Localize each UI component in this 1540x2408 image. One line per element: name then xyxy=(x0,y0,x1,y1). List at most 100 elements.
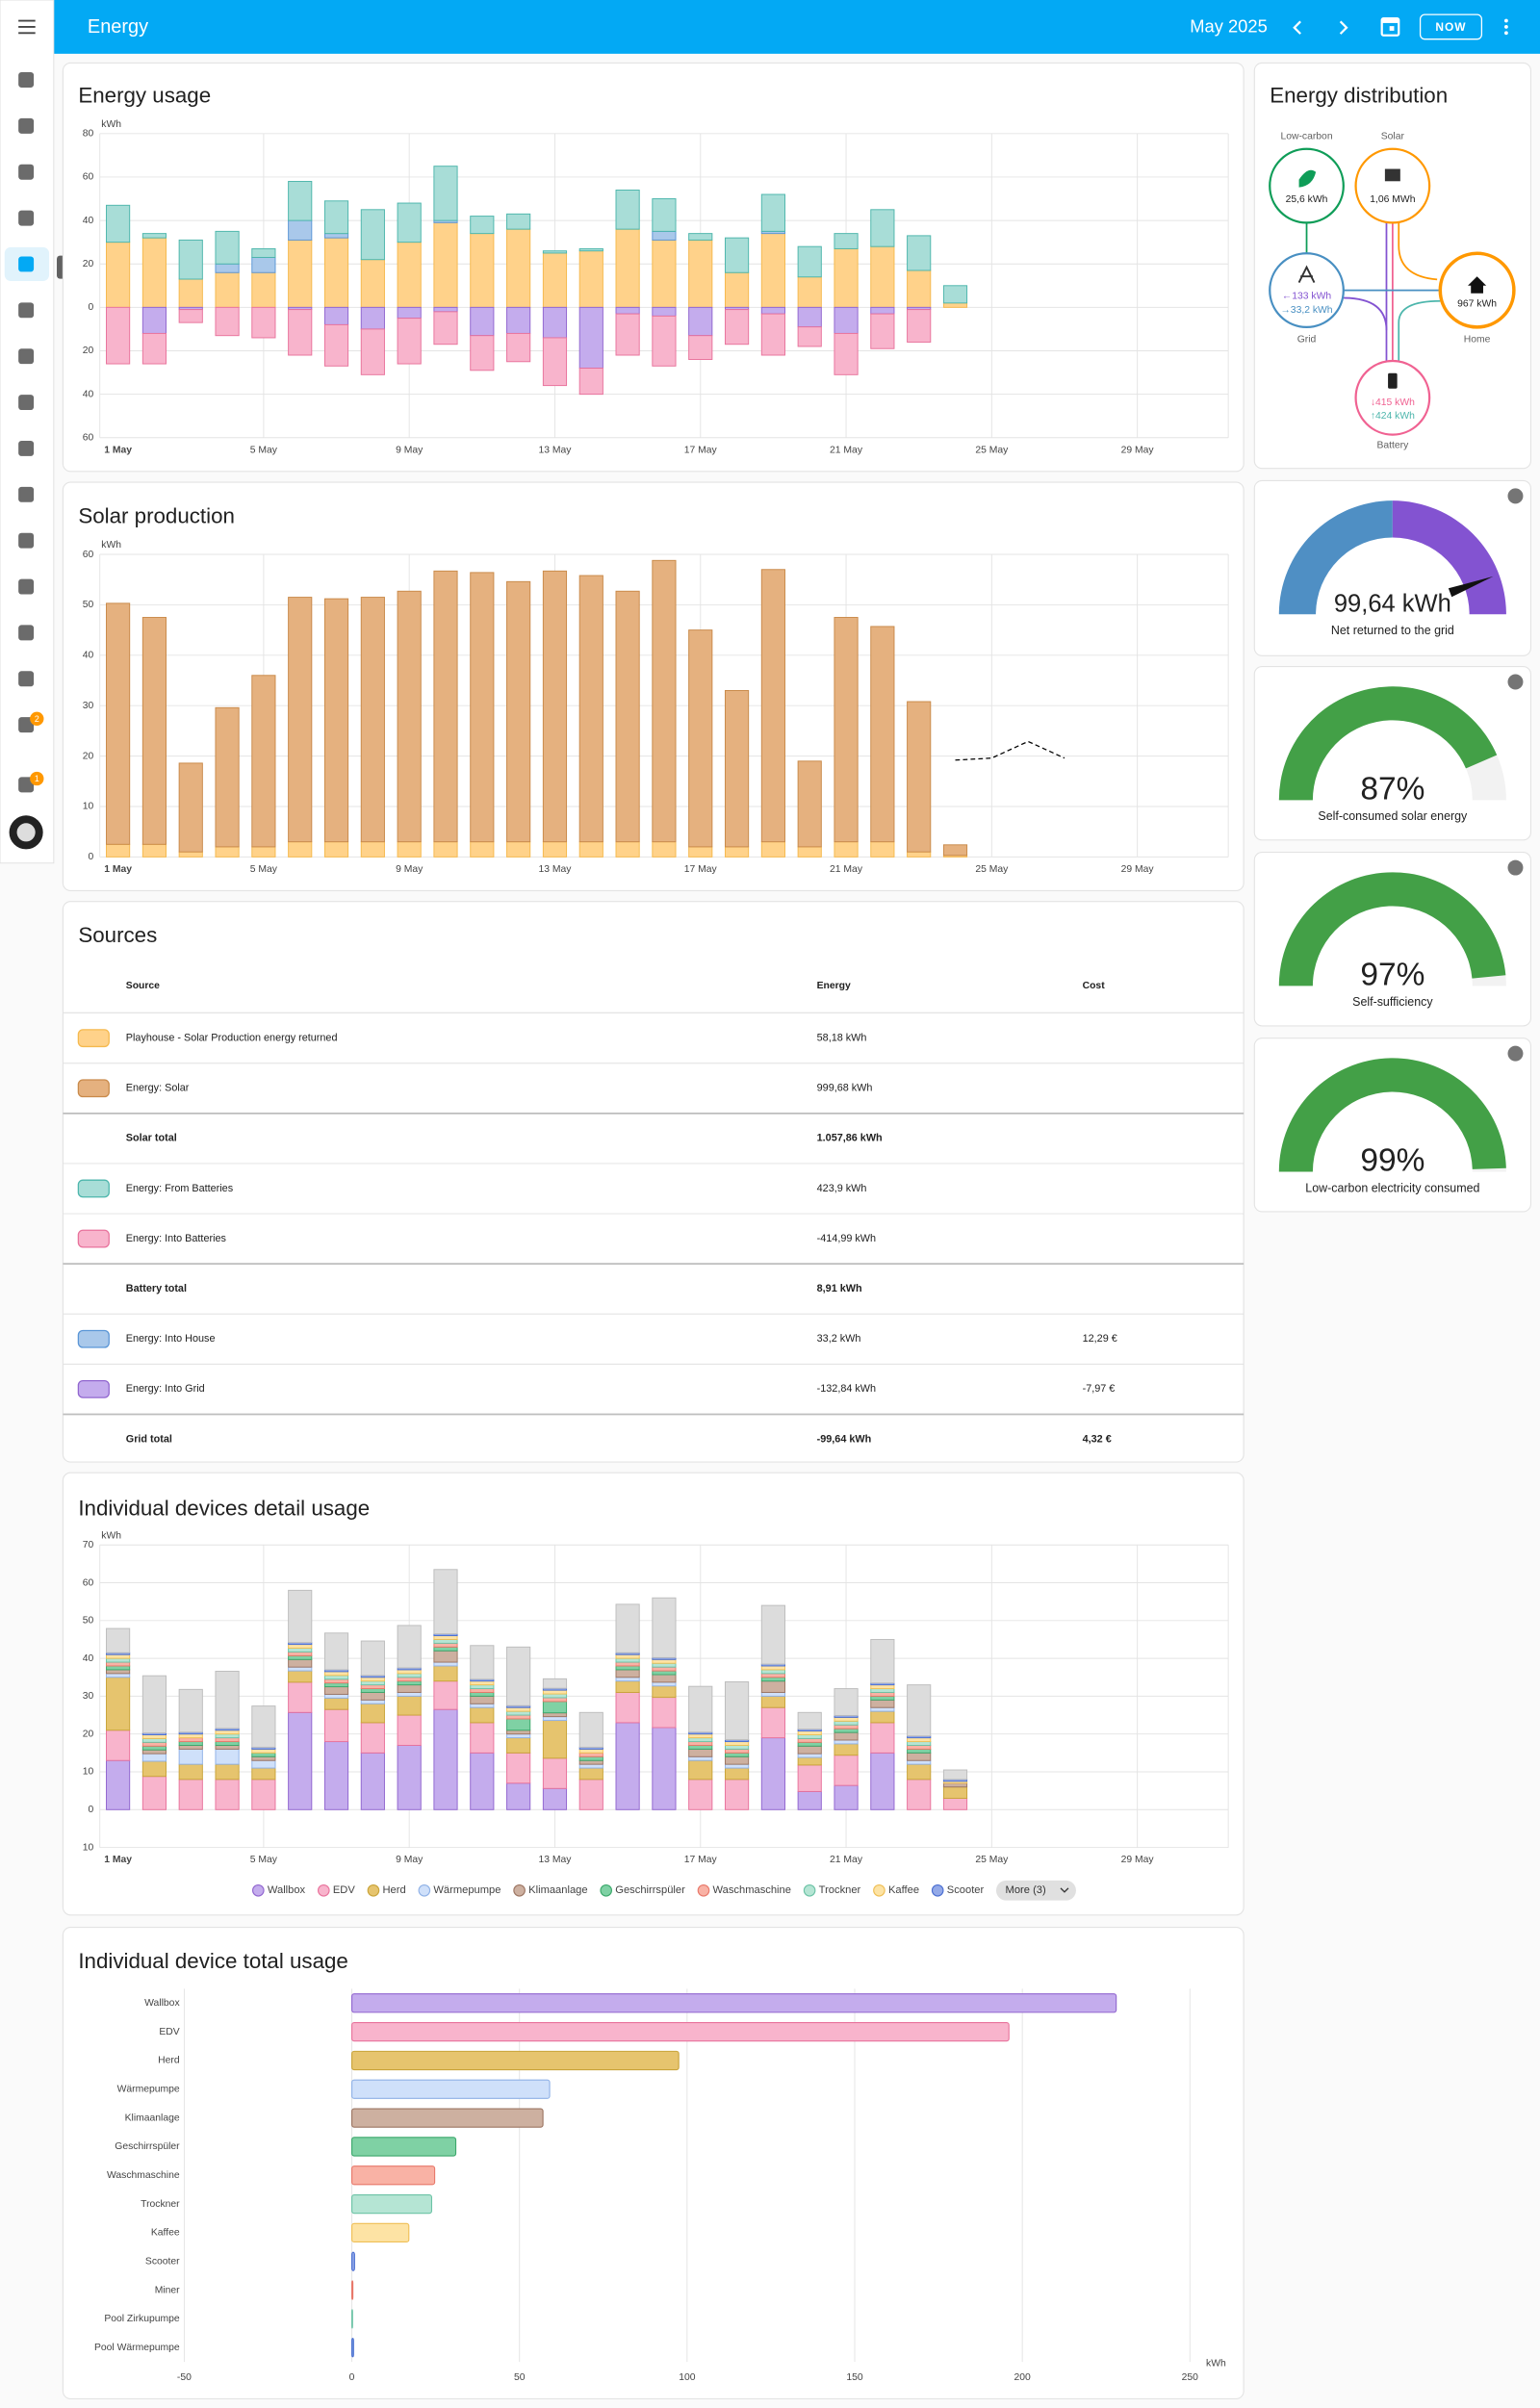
sidebar-icon[interactable] xyxy=(18,717,35,733)
bar-segment xyxy=(834,306,859,334)
sidebar-icon[interactable] xyxy=(18,777,35,793)
sidebar-icon[interactable] xyxy=(18,256,35,272)
more-button[interactable] xyxy=(995,1880,1076,1901)
bar xyxy=(351,2251,355,2271)
bar-segment xyxy=(615,190,640,230)
top-bar xyxy=(53,0,1540,54)
bar-segment xyxy=(834,247,859,308)
previous-button[interactable] xyxy=(1293,20,1301,35)
x-tick-label: 13 May xyxy=(538,445,572,455)
sidebar-icon[interactable] xyxy=(18,532,35,549)
legend-label[interactable]: Geschirrspüler xyxy=(615,1884,685,1896)
info-icon[interactable] xyxy=(1507,859,1524,876)
info-icon[interactable] xyxy=(1507,674,1524,690)
bar-segment xyxy=(323,1708,349,1743)
x-tick-label: 29 May xyxy=(1121,445,1155,455)
bar-segment xyxy=(141,237,167,308)
bar-segment xyxy=(141,1737,167,1743)
gauge-name: Net returned to the grid xyxy=(1331,624,1454,637)
legend-label[interactable]: Kaffee xyxy=(888,1884,919,1896)
bar-segment xyxy=(433,166,458,221)
legend-label[interactable]: Waschmaschine xyxy=(713,1884,791,1896)
legend-swatch xyxy=(697,1883,710,1897)
legend-label[interactable]: EDV xyxy=(333,1884,355,1896)
menu-button[interactable] xyxy=(18,19,36,35)
bar-segment xyxy=(724,1741,750,1746)
bar-segment xyxy=(397,1684,422,1693)
bar-segment xyxy=(652,1670,677,1676)
bar-segment xyxy=(797,1734,822,1739)
bar-segment xyxy=(433,221,458,308)
more-button-label[interactable]: More (3) xyxy=(1006,1884,1046,1896)
now-button[interactable] xyxy=(1419,13,1483,40)
bar-segment xyxy=(433,570,458,843)
x-tick-label: 1 May xyxy=(104,864,132,875)
bar-segment xyxy=(688,335,713,361)
bar-segment xyxy=(433,306,458,313)
y-tick-label: Miner xyxy=(155,2285,180,2295)
sidebar-icon[interactable] xyxy=(18,71,35,88)
bar-segment xyxy=(141,1749,167,1755)
bar-segment xyxy=(506,1737,531,1754)
bar-segment xyxy=(652,559,677,843)
bar-segment xyxy=(797,276,822,308)
bar-segment xyxy=(360,1680,385,1686)
user-avatar-face xyxy=(16,823,36,842)
sidebar-icon[interactable] xyxy=(18,486,35,502)
node-text: 25,6 kWh xyxy=(1286,194,1328,205)
bar-segment xyxy=(542,570,568,843)
gauge-name: Low-carbon electricity consumed xyxy=(1305,1181,1479,1194)
legend-swatch xyxy=(600,1883,613,1897)
sidebar-icon[interactable] xyxy=(18,625,35,641)
legend-label[interactable]: Trockner xyxy=(819,1884,861,1896)
card-title: Energy distribution xyxy=(1270,83,1448,107)
bar-segment xyxy=(797,1730,822,1735)
gauge-value-label: 99% xyxy=(1360,1143,1424,1179)
sidebar-icon[interactable] xyxy=(18,578,35,595)
sidebar-icon[interactable] xyxy=(18,302,35,319)
sidebar-icon[interactable] xyxy=(18,440,35,456)
bar-segment xyxy=(470,233,495,308)
period-label: May 2025 xyxy=(1190,16,1267,37)
legend-label[interactable]: Scooter xyxy=(947,1884,985,1896)
node-icon xyxy=(1468,276,1487,294)
sidebar-icon[interactable] xyxy=(18,210,35,226)
sidebar-icon[interactable] xyxy=(18,348,35,365)
bar-segment xyxy=(542,1697,568,1703)
bar-segment xyxy=(251,1755,276,1761)
y-tick-label: Geschirrspüler xyxy=(115,2141,180,2152)
legend-label[interactable]: Wärmepumpe xyxy=(433,1884,500,1896)
legend-label[interactable]: Herd xyxy=(383,1884,406,1896)
legend-label[interactable]: Klimaanlage xyxy=(528,1884,587,1896)
bar-segment xyxy=(907,309,932,343)
date-picker-button[interactable] xyxy=(1380,17,1400,37)
bar xyxy=(351,2338,354,2358)
info-icon[interactable] xyxy=(1507,1045,1524,1062)
gauge-value xyxy=(1278,1058,1506,1172)
bar-segment xyxy=(215,1779,240,1810)
bar-segment xyxy=(215,230,240,265)
bar-segment xyxy=(323,1675,349,1680)
legend-swatch xyxy=(252,1883,265,1897)
more-menu[interactable] xyxy=(1503,18,1508,36)
bar-segment xyxy=(288,1648,313,1652)
sidebar-icon[interactable] xyxy=(18,164,35,180)
source-swatch xyxy=(77,1029,110,1048)
legend-label[interactable]: Wallbox xyxy=(268,1884,306,1896)
node xyxy=(1269,252,1345,328)
info-icon[interactable] xyxy=(1507,488,1524,504)
bar-segment xyxy=(834,1755,859,1786)
sidebar-icon[interactable] xyxy=(18,117,35,134)
now-button-label[interactable]: NOW xyxy=(1435,20,1466,34)
bar-segment xyxy=(652,230,677,241)
bar-segment xyxy=(760,1737,785,1810)
bar-segment xyxy=(288,309,313,356)
sidebar-icon[interactable] xyxy=(18,395,35,411)
bar-segment xyxy=(542,306,568,339)
bar-segment xyxy=(323,323,349,367)
bar-segment xyxy=(323,306,349,325)
next-button[interactable] xyxy=(1339,20,1348,35)
y-tick-label: Klimaanlage xyxy=(125,2113,180,2123)
sidebar-icon[interactable] xyxy=(18,671,35,687)
